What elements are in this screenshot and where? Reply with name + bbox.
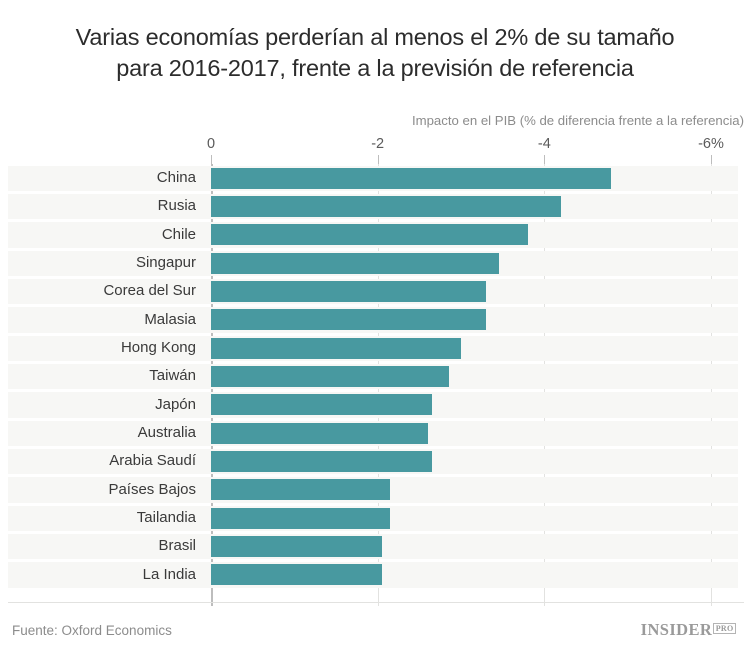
- chart-row: Taiwán: [0, 362, 744, 390]
- chart-row: Japón: [0, 391, 744, 419]
- brand-name-label: INSIDER: [640, 620, 713, 639]
- chart-plot-area: 0 -2 -4 -6% China Rusia Chile Singapur Corea de…: [0, 136, 750, 606]
- chart-row: Chile: [0, 221, 744, 249]
- x-tick-mark: [711, 155, 712, 164]
- bar[interactable]: [211, 451, 432, 473]
- x-tick-label: -4: [537, 136, 551, 152]
- chart-title-line-1: Varias economías perderían al menos el 2…: [75, 24, 675, 50]
- chart-row: Tailandia: [0, 504, 744, 532]
- category-label: Singapur: [135, 254, 196, 272]
- category-label: Taiwán: [149, 367, 196, 385]
- brand-sub-label: PRO: [713, 623, 736, 634]
- bar[interactable]: [211, 195, 561, 217]
- x-tick-mark: [544, 155, 546, 164]
- x-tick-mark: [377, 155, 379, 164]
- x-tick-label: -6%: [698, 136, 724, 152]
- bar[interactable]: [211, 394, 432, 416]
- category-label: La India: [142, 565, 196, 583]
- chart-row: Brasil: [0, 532, 744, 560]
- chart-row: Hong Kong: [0, 334, 744, 362]
- bar[interactable]: [211, 479, 391, 501]
- source-label: Fuente: Oxford Economics: [12, 623, 172, 638]
- bar[interactable]: [211, 252, 499, 274]
- chart-row: Malasia: [0, 306, 744, 334]
- category-label: Arabia Saudí: [109, 452, 196, 470]
- category-label: Países Bajos: [108, 480, 196, 498]
- category-label: Corea del Sur: [103, 282, 196, 300]
- bar[interactable]: [211, 507, 391, 529]
- category-label: Hong Kong: [120, 339, 196, 357]
- chart-row: Países Bajos: [0, 476, 744, 504]
- x-axis-tick-labels: 0 -2 -4 -6%: [0, 136, 750, 164]
- x-tick-mark: [211, 155, 212, 164]
- chart-row: Rusia: [0, 192, 744, 220]
- bar[interactable]: [211, 366, 449, 387]
- category-label: Malasia: [144, 310, 196, 328]
- footer-divider: [8, 602, 744, 603]
- chart-footer: Fuente: Oxford Economics INSIDER PRO: [0, 602, 750, 647]
- title-block: Varias economías perderían al menos el 2…: [0, 0, 750, 84]
- chart-row: Australia: [0, 419, 744, 447]
- category-label: Brasil: [158, 537, 196, 555]
- category-label: Chile: [161, 225, 196, 243]
- chart-row: La India: [0, 561, 744, 589]
- page-title: Varias economías perderían al menos el 2…: [40, 22, 710, 84]
- bar-rows: China Rusia Chile Singapur Corea del Sur Mala…: [0, 164, 750, 606]
- bar[interactable]: [211, 337, 461, 359]
- bar[interactable]: [211, 224, 528, 246]
- category-label: Australia: [137, 424, 196, 442]
- category-label: China: [156, 169, 196, 186]
- chart-row: China: [0, 164, 744, 192]
- insider-pro-logo: INSIDER PRO: [640, 620, 736, 639]
- chart-row: Corea del Sur: [0, 277, 744, 305]
- chart-row: Arabia Saudí: [0, 447, 744, 475]
- axis-caption: Impacto en el PIB (% de diferencia frent…: [411, 113, 744, 128]
- bar[interactable]: [211, 422, 428, 444]
- chart-title-line-2: para 2016-2017, frente a la previsión de…: [116, 55, 634, 82]
- bar[interactable]: [211, 536, 382, 558]
- bar[interactable]: [211, 280, 486, 302]
- category-label: Rusia: [157, 197, 196, 215]
- bar[interactable]: [211, 167, 611, 189]
- bar[interactable]: [211, 309, 486, 331]
- x-tick-label: -2: [371, 136, 385, 152]
- x-tick-label: 0: [206, 136, 216, 152]
- chart-row: Singapur: [0, 249, 744, 277]
- bar[interactable]: [211, 564, 382, 586]
- category-label: Tailandia: [136, 509, 196, 527]
- category-label: Japón: [155, 395, 196, 413]
